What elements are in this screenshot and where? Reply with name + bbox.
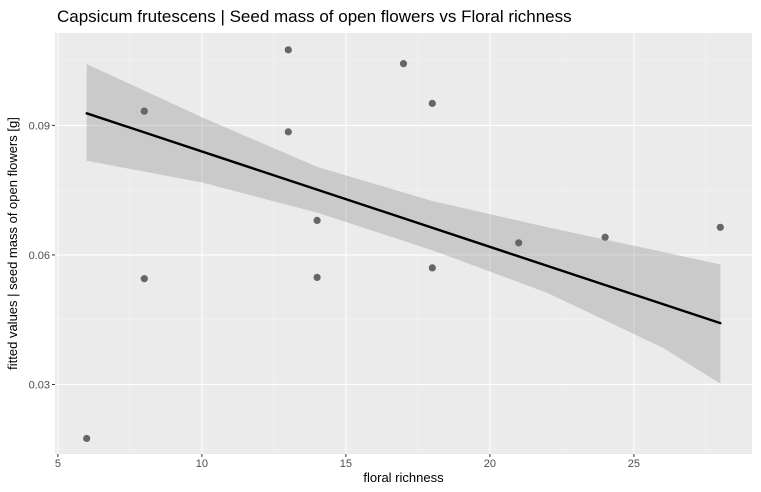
y-axis-title: fitted values | seed mass of open flower… xyxy=(5,117,20,370)
x-tick-label: 10 xyxy=(196,458,208,470)
data-point xyxy=(428,99,436,107)
data-point xyxy=(140,275,148,283)
confidence-band xyxy=(86,64,721,384)
data-point xyxy=(140,107,148,115)
data-point xyxy=(601,233,609,241)
data-point xyxy=(284,128,292,136)
x-tick-label: 15 xyxy=(340,458,352,470)
x-axis-title: floral richness xyxy=(363,470,444,485)
data-point xyxy=(716,223,724,231)
x-tick-label: 5 xyxy=(55,458,61,470)
data-points xyxy=(83,46,724,443)
y-tick-label: 0.09 xyxy=(29,120,50,132)
data-point xyxy=(399,60,408,68)
data-point xyxy=(83,434,91,443)
x-axis-ticks: 5 10 15 20 25 xyxy=(55,454,640,470)
data-point xyxy=(284,46,292,54)
regression-line xyxy=(85,112,722,325)
data-point xyxy=(313,216,321,224)
grid-major xyxy=(55,33,752,454)
x-tick-label: 20 xyxy=(484,458,496,470)
y-axis-ticks: 0.03 0.06 0.09 xyxy=(29,120,55,391)
data-point xyxy=(428,264,436,272)
y-tick-label: 0.06 xyxy=(29,250,50,262)
data-point xyxy=(515,239,523,247)
y-tick-label: 0.03 xyxy=(29,379,50,391)
data-point xyxy=(313,273,321,281)
x-tick-label: 25 xyxy=(628,458,640,470)
plot-panel xyxy=(55,33,752,454)
chart-title: Capsicum frutescens | Seed mass of open … xyxy=(57,7,572,26)
